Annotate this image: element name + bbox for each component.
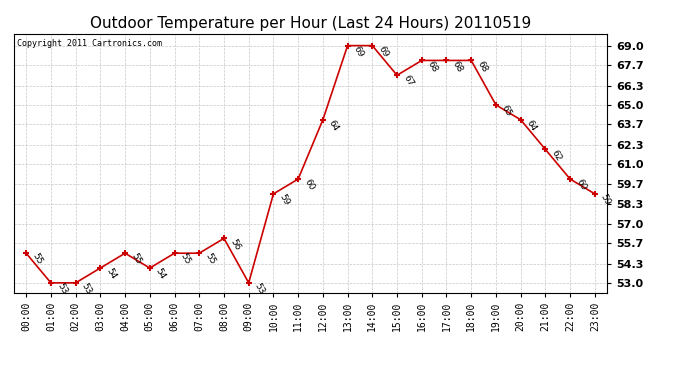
Text: 60: 60: [574, 178, 588, 192]
Text: 59: 59: [277, 192, 291, 207]
Text: 67: 67: [401, 74, 415, 88]
Text: 55: 55: [30, 252, 44, 266]
Text: 62: 62: [549, 148, 563, 162]
Text: 69: 69: [352, 44, 365, 59]
Text: 56: 56: [228, 237, 242, 252]
Text: 69: 69: [377, 44, 390, 59]
Text: 54: 54: [104, 267, 118, 281]
Text: 65: 65: [500, 104, 513, 118]
Text: 53: 53: [253, 282, 266, 296]
Text: 68: 68: [426, 59, 440, 74]
Text: 55: 55: [129, 252, 143, 266]
Text: 53: 53: [55, 282, 68, 296]
Text: 59: 59: [599, 192, 613, 207]
Text: 68: 68: [451, 59, 464, 74]
Text: 54: 54: [154, 267, 168, 281]
Title: Outdoor Temperature per Hour (Last 24 Hours) 20110519: Outdoor Temperature per Hour (Last 24 Ho…: [90, 16, 531, 31]
Text: 55: 55: [204, 252, 217, 266]
Text: 64: 64: [525, 118, 538, 133]
Text: 55: 55: [179, 252, 193, 266]
Text: Copyright 2011 Cartronics.com: Copyright 2011 Cartronics.com: [17, 39, 161, 48]
Text: 64: 64: [327, 118, 340, 133]
Text: 53: 53: [80, 282, 93, 296]
Text: 60: 60: [302, 178, 316, 192]
Text: 68: 68: [475, 59, 489, 74]
